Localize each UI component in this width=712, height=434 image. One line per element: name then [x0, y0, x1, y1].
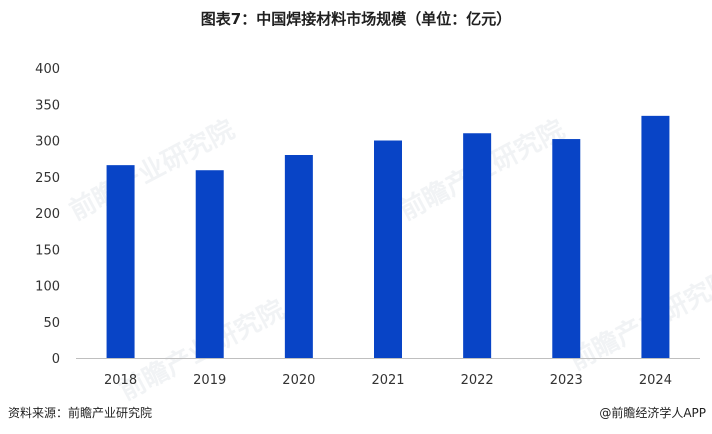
y-tick-label: 250 — [35, 171, 60, 186]
y-tick-label: 100 — [35, 280, 60, 295]
source-note: 资料来源：前瞻产业研究院 — [8, 406, 153, 420]
y-tick-label: 300 — [35, 135, 60, 150]
y-tick-label: 200 — [35, 207, 60, 222]
bar-2024 — [641, 115, 670, 358]
bar-2023 — [552, 139, 581, 358]
y-tick-label: 0 — [52, 352, 60, 367]
y-tick-label: 400 — [35, 62, 60, 77]
y-tick-label: 150 — [35, 243, 60, 258]
x-tick-label: 2024 — [639, 373, 672, 388]
chart-title: 图表7：中国焊接材料市场规模（单位：亿元） — [200, 10, 512, 28]
bar-2021 — [374, 140, 402, 358]
bar-2020 — [284, 155, 313, 358]
x-tick-label: 2023 — [550, 373, 583, 388]
x-tick-label: 2021 — [371, 373, 404, 388]
y-tick-label: 350 — [35, 98, 60, 113]
y-tick-label: 50 — [43, 316, 60, 331]
x-tick-label: 2022 — [461, 373, 494, 388]
x-tick-label: 2020 — [282, 373, 315, 388]
brand-note: @前瞻经济学人APP — [599, 406, 706, 420]
x-tick-label: 2019 — [193, 373, 226, 388]
bar-2022 — [463, 133, 492, 358]
x-tick-label: 2018 — [104, 373, 137, 388]
bar-2018 — [106, 165, 135, 358]
bar-2019 — [195, 170, 224, 358]
